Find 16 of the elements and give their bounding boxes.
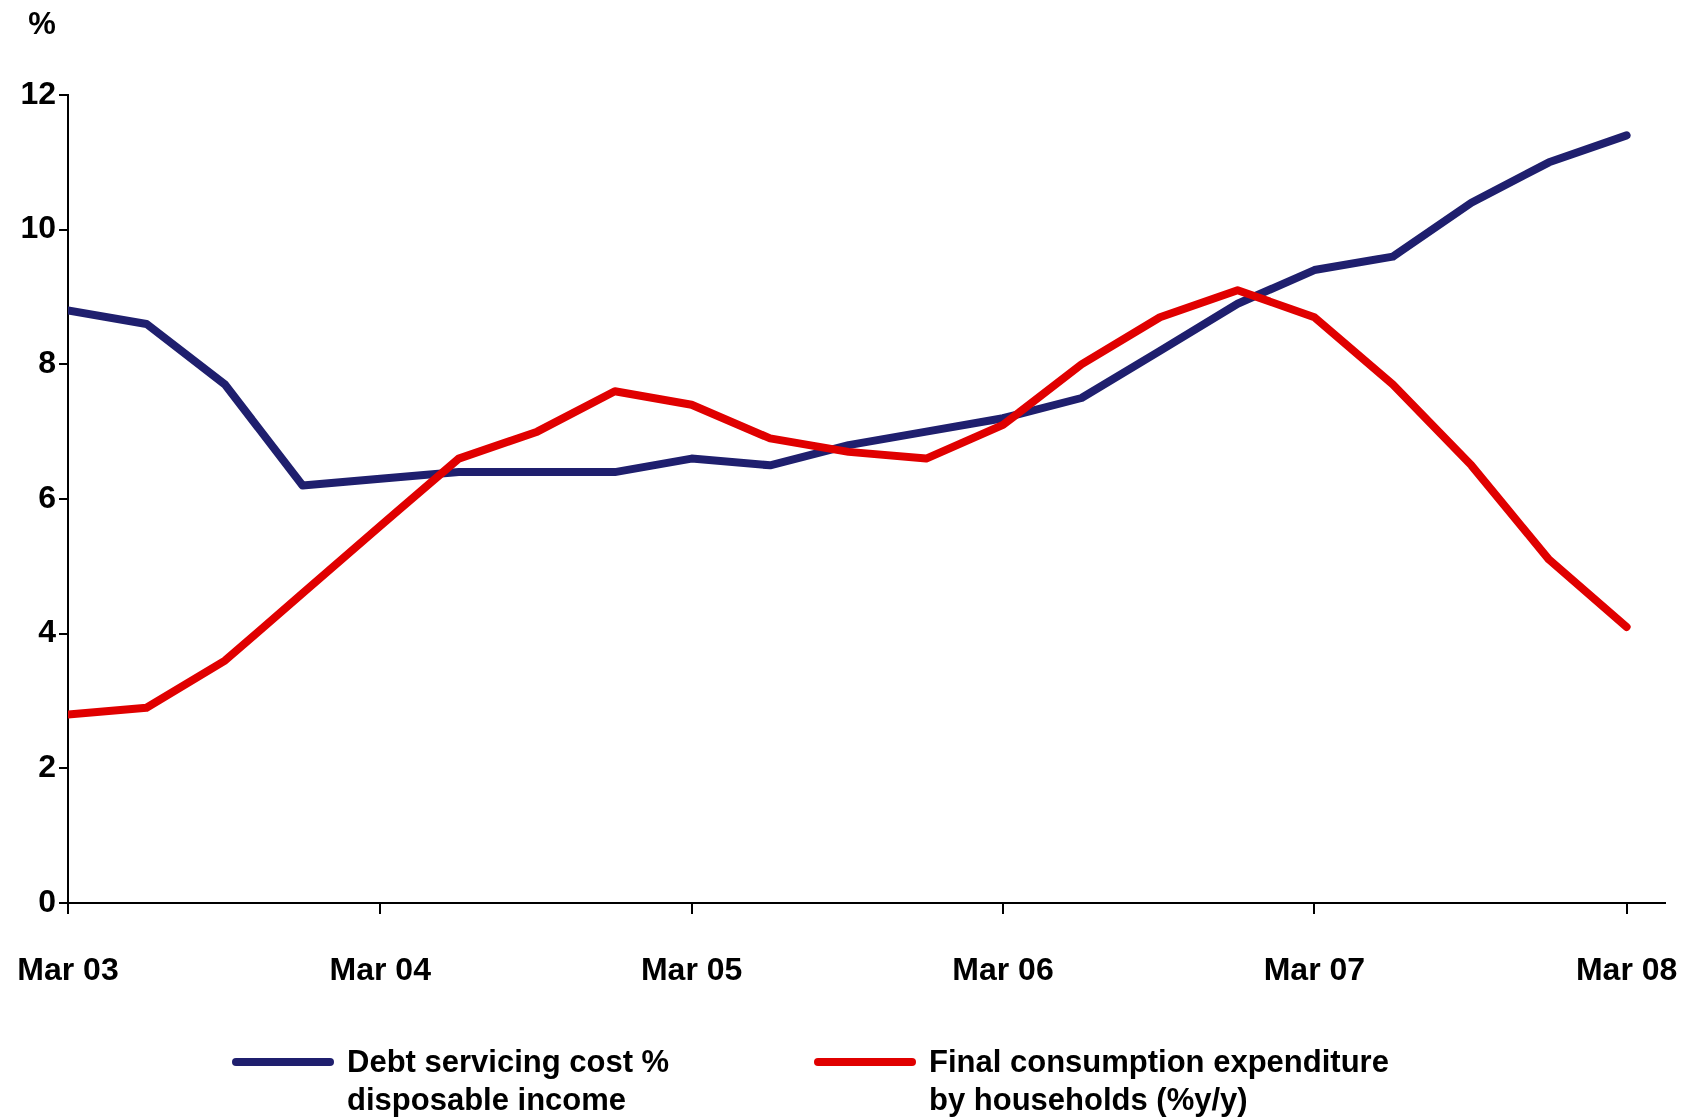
x-tick-label: Mar 05 — [640, 951, 743, 988]
y-tick-label: 10 — [20, 209, 56, 246]
y-tick-label: 12 — [20, 74, 56, 111]
y-tick-label: 2 — [38, 748, 56, 785]
legend-label: Final consumption expenditure by households (%y/y) — [929, 1043, 1390, 1119]
y-tick-label: 8 — [38, 344, 56, 381]
y-tick-label: 4 — [38, 613, 57, 650]
x-tick-label: Mar 08 — [1575, 951, 1678, 988]
legend-label: Debt servicing cost % disposable income — [347, 1043, 671, 1119]
x-tick-label: Mar 04 — [329, 951, 432, 988]
y-tick-label: 6 — [38, 478, 56, 515]
x-tick-label: Mar 06 — [952, 951, 1054, 988]
x-tick-label: Mar 03 — [17, 951, 119, 988]
y-axis-title: % — [28, 5, 56, 41]
y-tick-label: 0 — [38, 882, 56, 919]
x-tick-label: Mar 07 — [1263, 951, 1366, 988]
